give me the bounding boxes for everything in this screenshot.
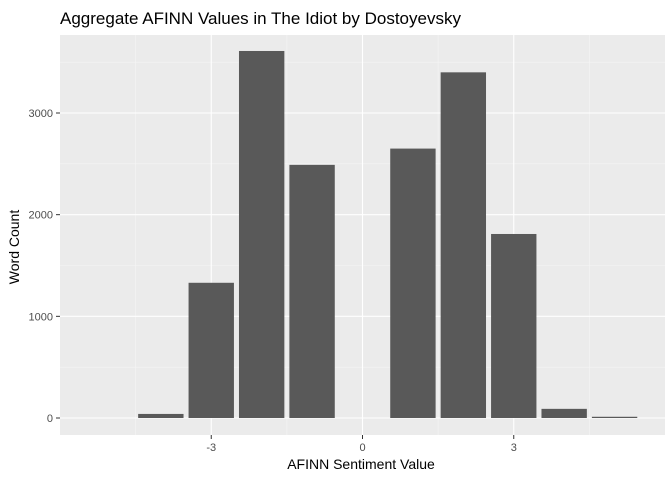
x-axis: -3 0 3 [206,435,517,454]
bar [390,148,436,419]
x-tick-label: -3 [206,442,216,454]
bar [188,282,234,418]
bar [440,72,487,418]
x-tick-label: 3 [511,442,517,454]
bar [591,416,638,418]
y-axis-title: Word Count [6,210,22,285]
y-tick-label: 0 [47,413,53,425]
y-axis: 0 1000 2000 3000 [29,108,60,425]
bar [541,408,587,418]
y-tick-label: 2000 [29,210,53,222]
bars [138,50,638,419]
bar [289,164,335,418]
x-axis-title: AFINN Sentiment Value [287,456,435,472]
bar [238,50,285,418]
y-tick-label: 3000 [29,108,53,120]
y-tick-label: 1000 [29,311,53,323]
bar [138,413,184,418]
chart-title: Aggregate AFINN Values in The Idiot by D… [60,9,461,28]
bar [491,233,537,418]
x-tick-label: 0 [359,442,365,454]
